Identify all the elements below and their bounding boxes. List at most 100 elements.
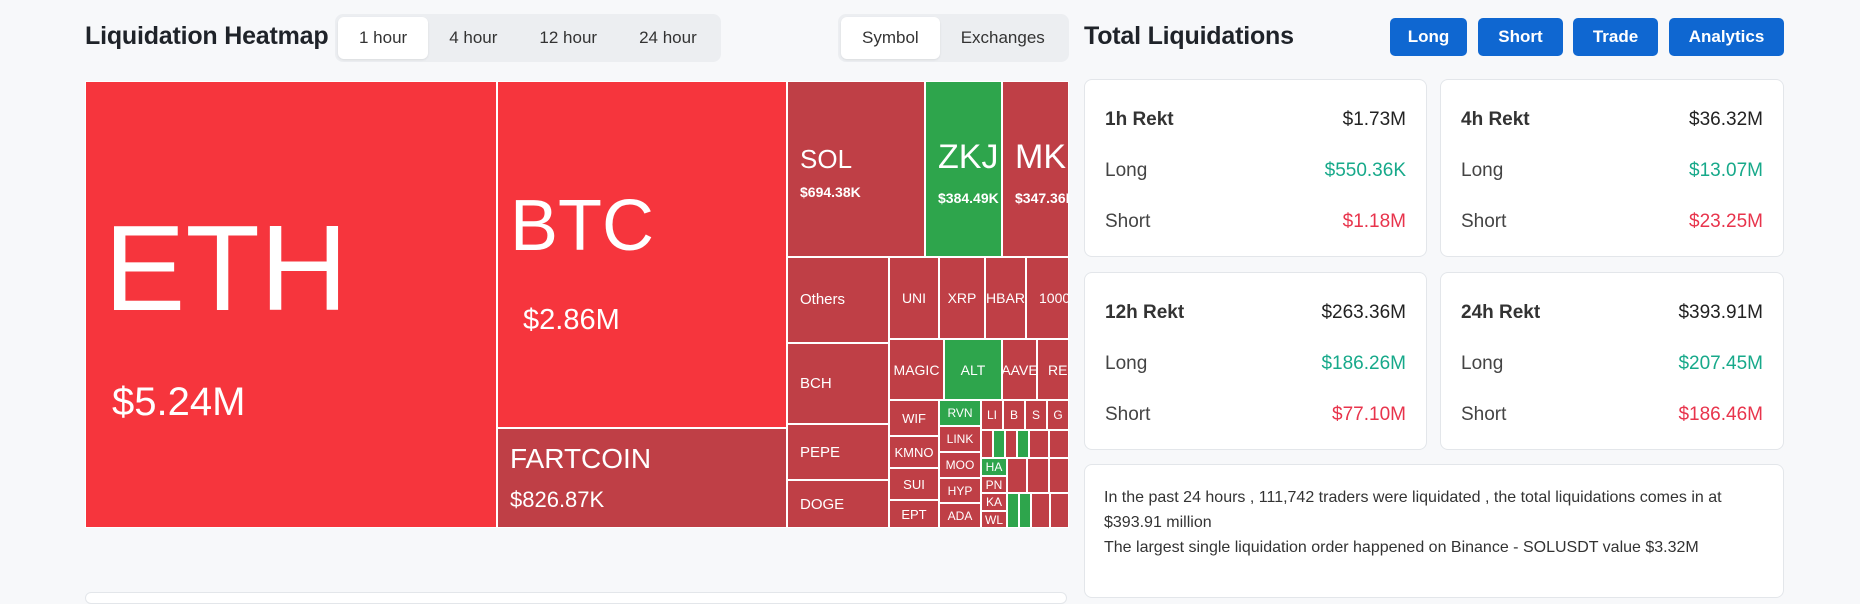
tile-doge[interactable]: DOGE (787, 480, 889, 528)
tile-minor[interactable] (1005, 430, 1017, 458)
tile-s[interactable]: S (1025, 400, 1047, 430)
tile-symbol: LINK (946, 432, 974, 446)
tile-minor[interactable] (1007, 493, 1019, 528)
tile-moo[interactable]: MOO (939, 452, 981, 478)
card-1h-rekt: 1h Rekt $1.73M Long $550.36K Short $1.18… (1084, 79, 1427, 257)
card-header: 4h Rekt $36.32M (1461, 109, 1763, 131)
tile-symbol: ZKJ (938, 138, 999, 176)
tile-symbol: MAGIC (893, 361, 940, 378)
tile-minor[interactable] (1007, 458, 1027, 493)
analytics-button[interactable]: Analytics (1669, 18, 1784, 56)
tile-sui[interactable]: SUI (889, 468, 939, 500)
tile-symbol: MKR (1015, 138, 1068, 176)
card-long-row: Long $186.26M (1105, 353, 1406, 375)
card-short-row: Short $186.46M (1461, 404, 1763, 426)
tile-minor[interactable] (1049, 430, 1069, 458)
card-long-row: Long $207.45M (1461, 353, 1763, 375)
tile-minor[interactable] (1017, 430, 1029, 458)
tile-li[interactable]: LI (981, 400, 1003, 430)
tile-sol[interactable]: SOL $694.38K (787, 81, 925, 257)
long-button[interactable]: Long (1390, 18, 1467, 56)
tile-g[interactable]: G (1047, 400, 1069, 430)
tile-aave[interactable]: AAVE (1002, 339, 1037, 400)
tab-12-hour[interactable]: 12 hour (539, 28, 598, 47)
tile-xrp[interactable]: XRP (939, 257, 985, 339)
tile-minor[interactable] (1050, 493, 1069, 528)
tile-value: $2.86M (523, 304, 620, 336)
tile-pepe[interactable]: PEPE (787, 424, 889, 480)
card-total: $1.73M (1342, 109, 1406, 130)
tile-eth[interactable]: ETH $5.24M (85, 81, 497, 528)
time-range-tabs: 1 hour 4 hour 12 hour 24 hour (335, 14, 721, 62)
short-label: Short (1461, 404, 1507, 425)
bottom-panel (85, 592, 1067, 604)
tile-minor[interactable] (1027, 458, 1049, 493)
tile-symbol: WL (985, 512, 1003, 527)
tile-minor[interactable] (993, 430, 1005, 458)
tile-hyp[interactable]: HYP (939, 478, 981, 503)
short-label: Short (1105, 211, 1151, 232)
tile-magic[interactable]: MAGIC (889, 339, 944, 400)
tile-symbol: WIF (902, 410, 926, 426)
tile-kmno[interactable]: KMNO (889, 436, 939, 468)
tile-value: $5.24M (112, 380, 246, 424)
tile-minor[interactable] (981, 430, 993, 458)
tile-ka[interactable]: KA (981, 493, 1007, 511)
tile-symbol: DOGE (800, 496, 845, 513)
tile-minor[interactable] (1019, 493, 1031, 528)
card-short-row: Short $1.18M (1105, 211, 1406, 233)
tile-btc[interactable]: BTC $2.86M (497, 81, 787, 428)
tile-mkr[interactable]: MKR $347.36K (1002, 81, 1069, 257)
tile-wif[interactable]: WIF (889, 400, 939, 436)
tab-exchanges[interactable]: Exchanges (960, 28, 1045, 47)
tile-symbol: KA (985, 495, 1002, 509)
tile-hbar[interactable]: HBAR (985, 257, 1026, 339)
tile-ept[interactable]: EPT (889, 500, 939, 528)
tile-bch[interactable]: BCH (787, 343, 889, 424)
tile-1000[interactable]: 1000 (1026, 257, 1069, 339)
tile-link[interactable]: LINK (939, 426, 981, 452)
tile-symbol: PEPE (800, 444, 841, 461)
total-liquidations-title: Total Liquidations (1084, 22, 1294, 50)
tile-minor[interactable] (1049, 458, 1069, 493)
tile-symbol: SUI (903, 476, 925, 492)
tile-wl[interactable]: WL (981, 511, 1007, 528)
tile-fartcoin[interactable]: FARTCOIN $826.87K (497, 428, 787, 528)
tab-1-hour[interactable]: 1 hour (338, 17, 429, 59)
tile-minor[interactable] (1029, 430, 1049, 458)
tile-symbol: BTC (510, 186, 654, 266)
card-total: $263.36M (1321, 302, 1406, 323)
trade-button[interactable]: Trade (1573, 18, 1658, 56)
tile-uni[interactable]: UNI (889, 257, 939, 339)
short-button[interactable]: Short (1478, 18, 1563, 56)
short-value: $23.25M (1689, 211, 1763, 232)
tile-zkj[interactable]: ZKJ $384.49K (925, 81, 1002, 257)
card-header: 1h Rekt $1.73M (1105, 109, 1406, 131)
tile-ada[interactable]: ADA (939, 503, 981, 528)
largest-order-text: The largest single liquidation order hap… (1104, 539, 1699, 556)
card-long-row: Long $550.36K (1105, 160, 1406, 182)
tile-alt[interactable]: ALT (944, 339, 1002, 400)
tile-minor[interactable] (1031, 493, 1050, 528)
tile-rvn[interactable]: RVN (939, 400, 981, 426)
tile-symbol: RVN (947, 406, 973, 420)
tile-others[interactable]: Others (787, 257, 889, 343)
long-label: Long (1105, 160, 1148, 181)
tile-symbol: LI (986, 408, 997, 422)
long-value: $186.26M (1321, 353, 1406, 374)
tile-symbol: XRP (947, 290, 977, 306)
tile-symbol: KMNO (894, 444, 934, 460)
tile-symbol: ETH (104, 200, 348, 336)
tile-res[interactable]: RES (1037, 339, 1069, 400)
tab-symbol[interactable]: Symbol (841, 17, 940, 59)
tile-symbol: Others (800, 291, 846, 308)
tile-b[interactable]: B (1003, 400, 1025, 430)
liquidation-heatmap: ETH $5.24M BTC $2.86M FARTCOIN $826.87K … (85, 81, 1069, 528)
card-4h-rekt: 4h Rekt $36.32M Long $13.07M Short $23.2… (1440, 79, 1784, 257)
long-label: Long (1105, 353, 1148, 374)
tile-ha[interactable]: HA (981, 458, 1007, 476)
card-short-row: Short $23.25M (1461, 211, 1763, 233)
tile-pn[interactable]: PN (981, 476, 1007, 493)
tab-4-hour[interactable]: 4 hour (449, 28, 498, 47)
tab-24-hour[interactable]: 24 hour (639, 28, 697, 47)
